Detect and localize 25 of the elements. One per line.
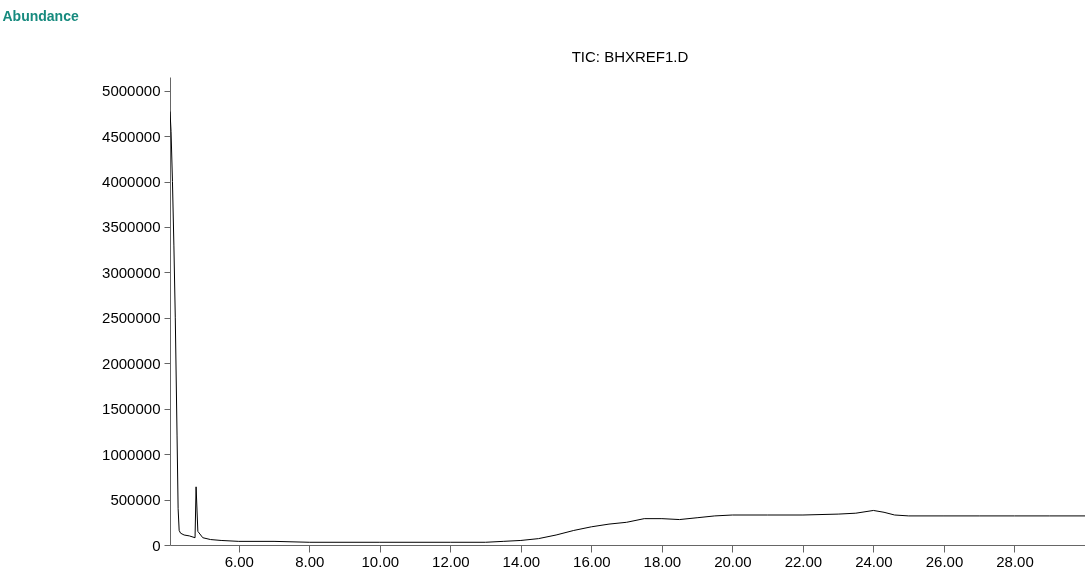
x-tick-label: 20.00	[714, 552, 752, 570]
y-tick-label: 2000000	[102, 354, 161, 372]
x-tick-label: 26.00	[925, 552, 964, 570]
y-tick-label: 4500000	[102, 127, 161, 145]
y-tick-label: 4000000	[102, 173, 161, 190]
chart-title: TIC: BHXREF1.D	[571, 48, 689, 65]
x-tick-label: 12.00	[432, 552, 470, 570]
x-tick-label: 22.00	[784, 552, 823, 570]
y-tick-label: 3500000	[102, 218, 161, 236]
y-tick-label: 3000000	[102, 263, 161, 281]
y-tick-label: 1000000	[102, 445, 161, 463]
x-tick-label: 10.00	[361, 552, 400, 570]
y-axis-title: Abundance	[2, 7, 79, 24]
y-tick-label: 1500000	[102, 400, 161, 418]
x-tick-label: 24.00	[855, 552, 893, 570]
y-tick-label: 5000000	[102, 82, 161, 100]
x-tick-label: 8.00	[295, 552, 325, 570]
x-tick-label: 6.00	[224, 552, 254, 570]
y-tick-label: 500000	[110, 491, 161, 509]
x-tick-label: 18.00	[643, 552, 682, 570]
y-tick-label: 0	[152, 536, 161, 554]
x-tick-label: 28.00	[996, 552, 1034, 570]
x-tick-label: 16.00	[573, 552, 611, 570]
x-tick-label: 14.00	[502, 552, 541, 570]
y-tick-label: 2500000	[102, 309, 161, 327]
